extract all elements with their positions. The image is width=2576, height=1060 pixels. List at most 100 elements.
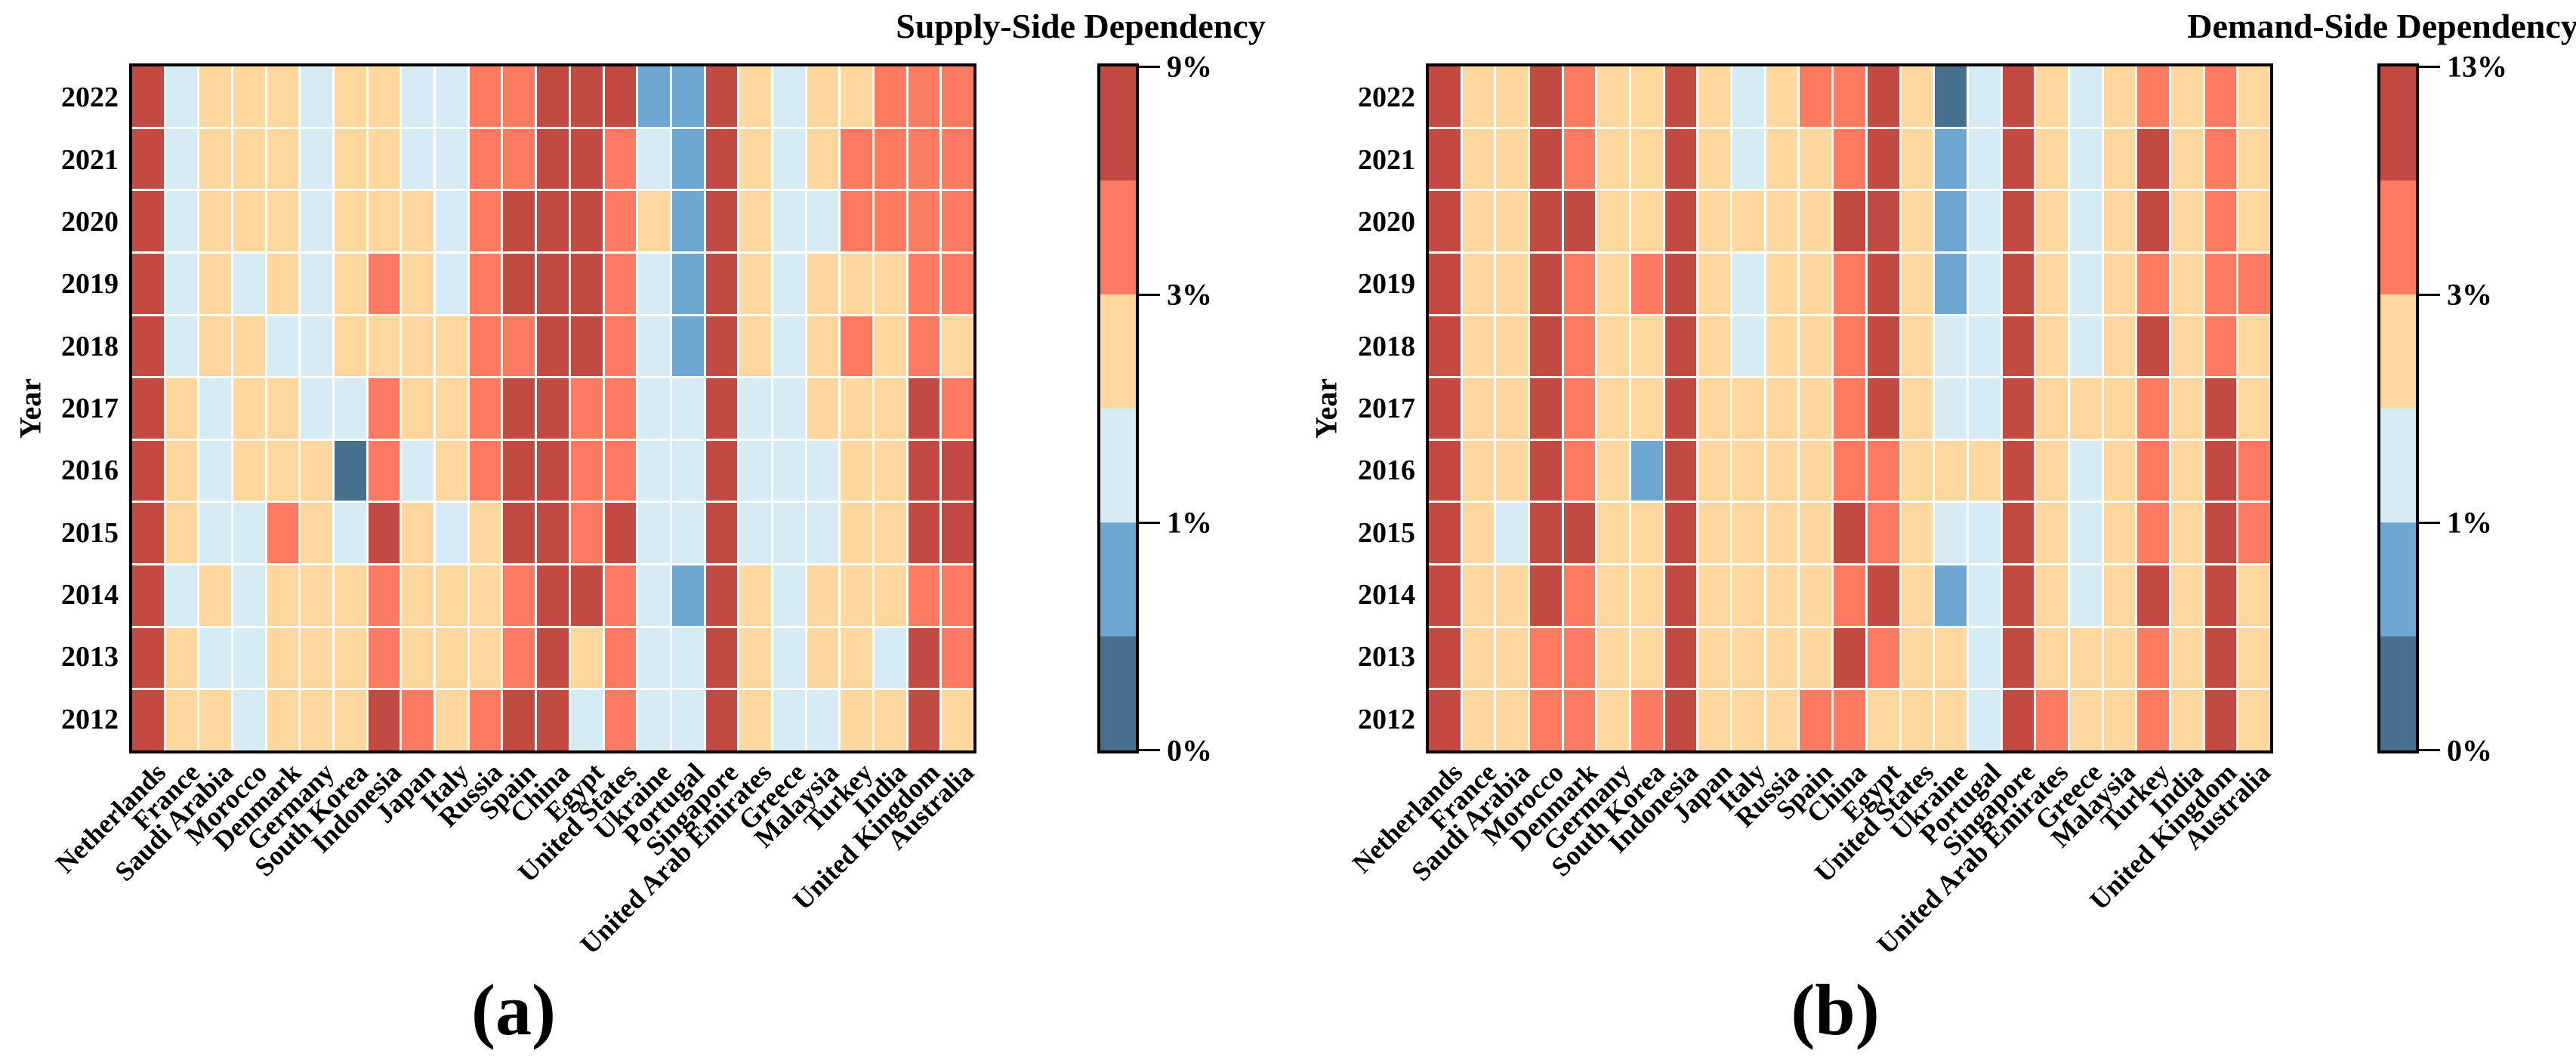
- colorbar-segment: [1100, 408, 1136, 522]
- heatmap-cell: [267, 191, 299, 251]
- heatmap-cell: [1496, 440, 1529, 501]
- heatmap-cell: [537, 253, 569, 314]
- heatmap-cell: [2170, 565, 2203, 626]
- heatmap-cell: [773, 565, 805, 626]
- heatmap-cell: [165, 627, 198, 689]
- heatmap-cell: [1901, 316, 1933, 377]
- heatmap-cell: [874, 565, 906, 626]
- heatmap-cell: [1462, 378, 1495, 439]
- heatmap-cell: [402, 128, 434, 190]
- heatmap-cell: [402, 503, 434, 564]
- heatmap-cell: [1834, 503, 1865, 564]
- heatmap-cell: [2137, 440, 2169, 501]
- heatmap-cell: [537, 66, 569, 127]
- heatmap-cell: [841, 128, 872, 190]
- heatmap-cell: [671, 503, 704, 564]
- heatmap-cell: [773, 378, 805, 439]
- heatmap-cell: [1732, 378, 1764, 439]
- colorbar-segment: [2380, 408, 2416, 522]
- heatmap-cell: [570, 253, 603, 314]
- heatmap-cell: [1968, 316, 2001, 377]
- y-tick-label: 2016: [61, 455, 119, 487]
- heatmap-cell: [402, 191, 434, 251]
- heatmap-cell: [2069, 378, 2102, 439]
- colorbar-segment: [1100, 66, 1136, 180]
- heatmap-cell: [1429, 66, 1461, 127]
- heatmap-cell: [469, 503, 501, 564]
- heatmap-cell: [807, 66, 839, 127]
- heatmap-cell: [1530, 565, 1562, 626]
- y-tick-label: 2012: [1358, 703, 1415, 735]
- heatmap-cell: [604, 440, 637, 501]
- heatmap-cell: [1834, 66, 1865, 127]
- y-tick-label: 2018: [1358, 330, 1415, 362]
- heatmap-cell: [1664, 440, 1697, 501]
- heatmap-cell: [1968, 440, 2001, 501]
- heatmap-cell: [537, 378, 569, 439]
- heatmap-cell: [2103, 316, 2136, 377]
- heatmap-cell: [942, 503, 973, 564]
- y-tick-label: 2012: [61, 703, 119, 735]
- heatmap-cell: [2238, 565, 2270, 626]
- heatmap-cell: [1935, 316, 1967, 377]
- heatmap-cell: [132, 66, 164, 127]
- heatmap-cell: [1834, 316, 1865, 377]
- heatmap-cell: [705, 316, 738, 377]
- heatmap-cell: [1563, 690, 1596, 750]
- heatmap-cell: [638, 66, 670, 127]
- heatmap-cell: [2069, 66, 2102, 127]
- heatmap-cell: [1664, 316, 1697, 377]
- heatmap-cell: [165, 378, 198, 439]
- heatmap-cell: [165, 316, 198, 377]
- heatmap-cell: [1429, 316, 1461, 377]
- heatmap-cell: [773, 128, 805, 190]
- heatmap-cell: [2069, 128, 2102, 190]
- colorbar-tick: [2416, 749, 2440, 751]
- heatmap-cell: [1968, 128, 2001, 190]
- heatmap-cell: [335, 378, 366, 439]
- heatmap-cell: [1766, 316, 1798, 377]
- heatmap-cell: [908, 627, 940, 689]
- heatmap-cell: [570, 191, 603, 251]
- heatmap-cell: [2103, 503, 2136, 564]
- heatmap-cell: [2170, 503, 2203, 564]
- heatmap-cell: [671, 316, 704, 377]
- heatmap-cell: [570, 627, 603, 689]
- heatmap-cell: [874, 378, 906, 439]
- heatmap-cell: [773, 66, 805, 127]
- heatmap-cell: [1462, 66, 1495, 127]
- heatmap-cell: [2036, 253, 2068, 314]
- heatmap-cell: [537, 440, 569, 501]
- heatmap-cell: [841, 316, 872, 377]
- colorbar-segment: [1100, 294, 1136, 408]
- heatmap-cell: [908, 378, 940, 439]
- heatmap-cell: [570, 440, 603, 501]
- heatmap-cell: [1800, 191, 1832, 251]
- heatmap-cell: [165, 128, 198, 190]
- heatmap-cell: [2036, 565, 2068, 626]
- heatmap-cell: [436, 627, 467, 689]
- heatmap-cell: [942, 627, 973, 689]
- heatmap-cell: [2069, 316, 2102, 377]
- colorbar-tick-label: 3%: [1167, 277, 1212, 312]
- heatmap-cell: [908, 440, 940, 501]
- heatmap-cell: [841, 378, 872, 439]
- heatmap-cell: [1563, 503, 1596, 564]
- heatmap-cell: [2204, 191, 2237, 251]
- heatmap-cell: [301, 565, 333, 626]
- colorbar-tick-label: 9%: [1167, 49, 1212, 84]
- heatmap-cell: [1901, 128, 1933, 190]
- heatmap-cell: [436, 440, 467, 501]
- heatmap-cell: [503, 316, 535, 377]
- heatmap-cell: [436, 503, 467, 564]
- heatmap-cell: [2238, 378, 2270, 439]
- heatmap-cell: [1935, 253, 1967, 314]
- heatmap-cell: [773, 253, 805, 314]
- heatmap-cell: [1563, 627, 1596, 689]
- colorbar-tick: [2416, 293, 2440, 296]
- heatmap-cell: [841, 253, 872, 314]
- heatmap-cell: [335, 503, 366, 564]
- y-axis-label-a: Year: [13, 378, 48, 439]
- heatmap-cell: [2002, 378, 2035, 439]
- heatmap-cell: [1834, 128, 1865, 190]
